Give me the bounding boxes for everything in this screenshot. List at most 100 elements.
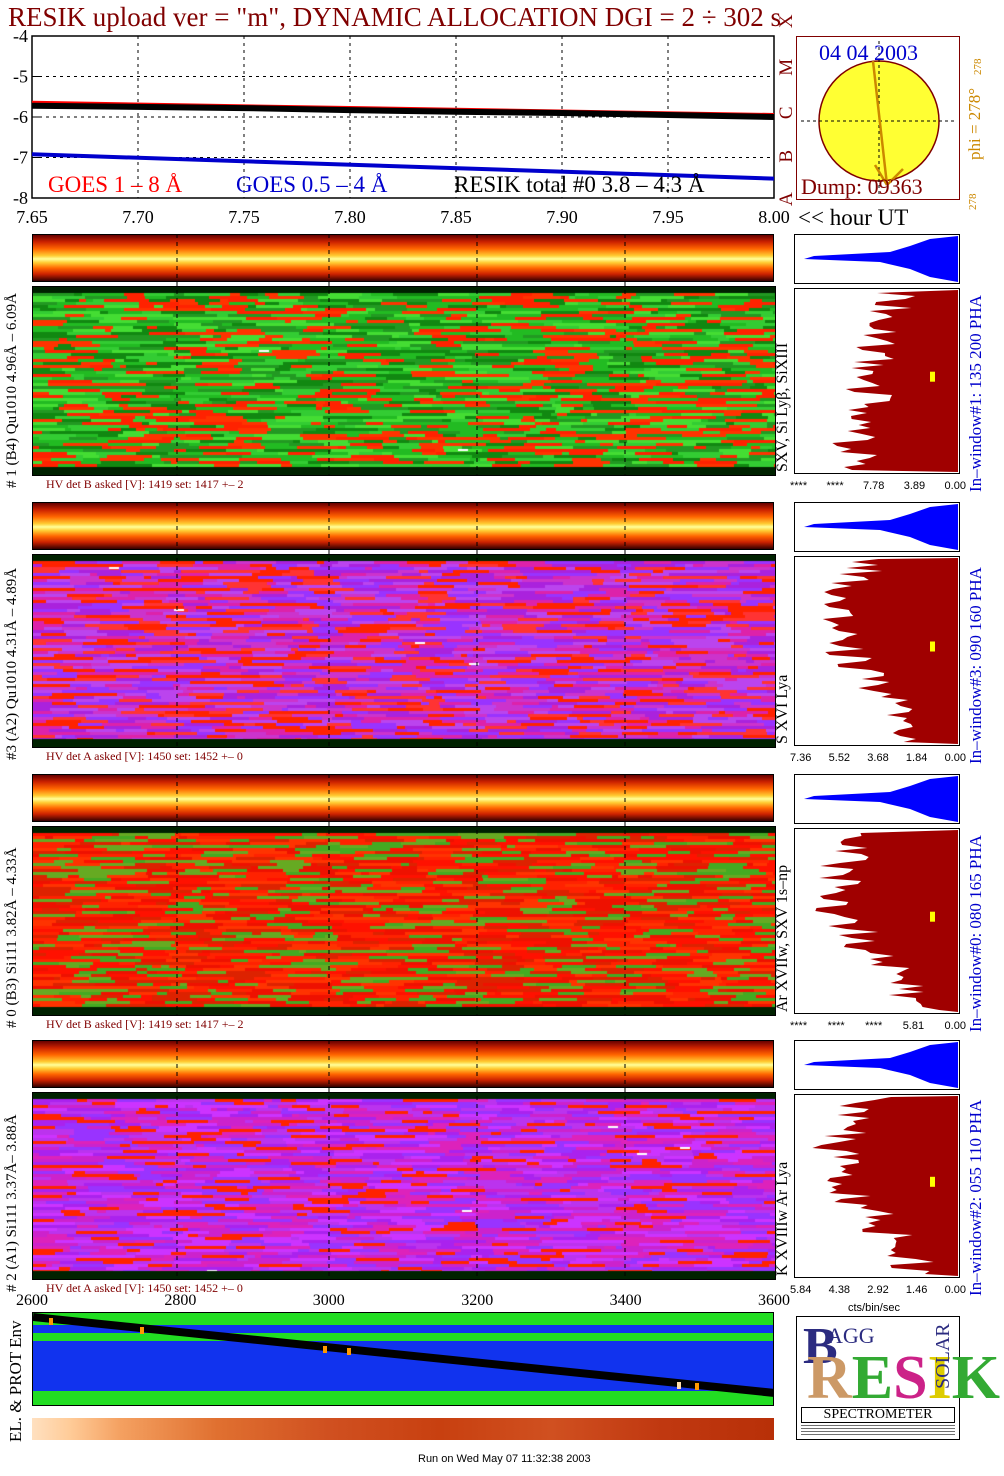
- series-line-1: [31, 102, 775, 120]
- pha-histogram-main: [794, 556, 960, 746]
- logo-letter-b: B: [803, 1318, 838, 1375]
- x-tick-label: 3000: [312, 1292, 345, 1309]
- pha-histogram-main: [794, 828, 960, 1014]
- hist-tick: 7.78: [862, 480, 885, 492]
- hist-tick: 1.84: [905, 752, 928, 764]
- sun-phi-bottom: 278: [967, 193, 979, 211]
- pha-histogram-main: [794, 1094, 960, 1278]
- hv-status: HV det B asked [V]: 1419 set: 1417 +– 2: [46, 1017, 244, 1031]
- x-tick-label: 2600: [16, 1292, 48, 1309]
- legend-resik-total: RESIK total #0 3.8 – 4.3 Å: [454, 172, 705, 197]
- x-tick-label: 7.65: [16, 207, 48, 227]
- logo-subtitle: SPECTROMETER: [801, 1407, 955, 1423]
- hist-tick: 0.00: [944, 480, 966, 492]
- spectral-lines-label: Ar XVIIw, SXV 1s–np: [774, 864, 791, 1012]
- logo-bragg: AGG: [827, 1323, 875, 1348]
- hist-tick: 1.46: [905, 1284, 928, 1296]
- hist-tick: ****: [790, 480, 808, 492]
- spectral-lines-label: K XVIIIw Ar Lya: [774, 1161, 791, 1276]
- hist-tick: 2.92: [867, 1284, 889, 1296]
- spectrogram-grid: [176, 502, 626, 748]
- detector-panel-2: HV det B asked [V]: 1419 set: 1417 +– 2 #…: [0, 772, 1004, 1034]
- spectrogram-top-strip: [32, 234, 774, 282]
- hist-tick: 4.38: [828, 1284, 851, 1296]
- detector-panel-0: HV det B asked [V]: 1419 set: 1417 +– 2 #…: [0, 232, 1004, 494]
- y-tick-label: -5: [13, 67, 28, 87]
- x-tick-label: 3600: [758, 1292, 790, 1309]
- histogram-ticks: 7.36 5.52 3.68 1.84 0.00: [790, 752, 966, 764]
- pha-histogram-top: [794, 234, 960, 284]
- histogram-ticks: **** **** 7.78 3.89 0.00: [790, 480, 966, 492]
- sun-phi-sup: 278: [972, 58, 984, 76]
- logo-fineprint: [801, 1425, 955, 1437]
- histogram-ticks: 5.84 4.38 2.92 1.46 0.00: [790, 1284, 966, 1296]
- y-tick-label: -4: [13, 26, 28, 46]
- spectral-lines-label: S XVI Lya: [774, 674, 791, 744]
- hist-tick: 0.00: [944, 1284, 966, 1296]
- series-line-2: [31, 152, 775, 181]
- spectrogram-image: [32, 826, 776, 1016]
- spectrogram-top-strip: [32, 1040, 774, 1088]
- x-tick-label: 7.90: [546, 207, 578, 227]
- sun-phi: phi = 278°: [965, 87, 984, 160]
- hist-tick: 3.89: [903, 480, 926, 492]
- in-window-label: In–window#1: 135 200 PHA: [966, 295, 985, 492]
- hv-status: HV det A asked [V]: 1450 set: 1452 +– 0: [46, 749, 243, 763]
- pha-histogram-main: [794, 288, 960, 474]
- spectrogram-grid: [176, 774, 626, 1016]
- panel-label: # 2 (A1) Si111 3.37Å– 3.88Å: [4, 1114, 20, 1292]
- env-marker: [347, 1348, 351, 1355]
- hist-tick: 0.00: [944, 1020, 966, 1032]
- histogram-unit: cts/bin/sec: [848, 1302, 900, 1314]
- hist-tick: 7.36: [790, 752, 812, 764]
- sun-pointer-arrow: [873, 164, 904, 186]
- in-window-label: In–window#0: 080 165 PHA: [966, 835, 985, 1032]
- goes-lightcurve-chart: -4 -5 -6 -7 -8 GOES 1 – 8 Å GOES 0.5 – 4 Å R…: [0, 26, 790, 236]
- x-tick-label: 7.75: [228, 207, 260, 227]
- panel-label: # 1 (B4) Qu1010 4.96Å – 6.09Å: [4, 293, 20, 488]
- sun-dump: Dump: 09363: [801, 174, 923, 199]
- panel-label: # 0 (B3) Si111 3.82Å – 4.33Å: [4, 847, 20, 1028]
- hist-tick: ****: [827, 1020, 845, 1032]
- x-tick-label: 3200: [461, 1292, 494, 1309]
- hist-tick: ****: [826, 480, 844, 492]
- x-tick-label: 8.00: [758, 207, 790, 227]
- panel-label: #3 (A2) Qu1010 4.31Å – 4.89Å: [4, 567, 20, 760]
- detector-panel-3: HV det A asked [V]: 1450 set: 1452 +– 0 #…: [0, 1038, 1004, 1298]
- hist-tick: 3.68: [867, 752, 889, 764]
- pha-histogram-top: [794, 502, 960, 552]
- detector-panel-1: HV det A asked [V]: 1450 set: 1452 +– 0 #…: [0, 500, 1004, 766]
- page-title: RESIK upload ver = "m", DYNAMIC ALLOCATI…: [8, 2, 782, 32]
- spectrogram-x-ticks: 2600 2800 3000 3200 3400 3600: [0, 1292, 790, 1314]
- y-tick-label: -7: [13, 148, 28, 168]
- hist-tick: 0.00: [944, 752, 966, 764]
- sun-pointer-line: [871, 60, 889, 186]
- x-tick-label: 7.70: [122, 207, 154, 227]
- env-marker: [49, 1318, 53, 1325]
- goes-class-letters: A B C M X: [776, 1, 797, 206]
- y-tick-label: -8: [13, 188, 28, 208]
- legend-goes-short: GOES 0.5 – 4 Å: [236, 172, 388, 197]
- spectrogram-grid: [176, 234, 626, 476]
- environment-panel: [32, 1312, 774, 1406]
- spectrogram-image: [32, 554, 776, 748]
- hist-tick: 5.52: [828, 752, 851, 764]
- logo-solar: SOLAR: [932, 1323, 954, 1389]
- env-marker: [677, 1382, 681, 1389]
- run-timestamp: Run on Wed May 07 11:32:38 2003: [418, 1453, 591, 1465]
- hv-status: HV det B asked [V]: 1419 set: 1417 +– 2: [46, 477, 244, 491]
- x-tick-label: 7.95: [652, 207, 684, 227]
- x-tick-label: 2800: [164, 1292, 197, 1309]
- environment-color-bar: [32, 1418, 774, 1440]
- y-tick-label: -6: [13, 107, 28, 127]
- env-trend-line: [33, 1313, 773, 1397]
- sun-date: 04 04 2003: [819, 40, 918, 65]
- environment-label: EL. & PROT Env: [6, 1320, 25, 1442]
- resik-logo: B RESIK AGG SOLAR SPECTROMETER: [796, 1316, 1000, 1440]
- spectrogram-image: [32, 1092, 776, 1280]
- hist-tick: ****: [865, 1020, 883, 1032]
- env-marker: [323, 1346, 327, 1353]
- hist-tick: 5.84: [790, 1284, 812, 1296]
- hist-tick: ****: [790, 1020, 808, 1032]
- hv-status: HV det A asked [V]: 1450 set: 1452 +– 0: [46, 1281, 243, 1295]
